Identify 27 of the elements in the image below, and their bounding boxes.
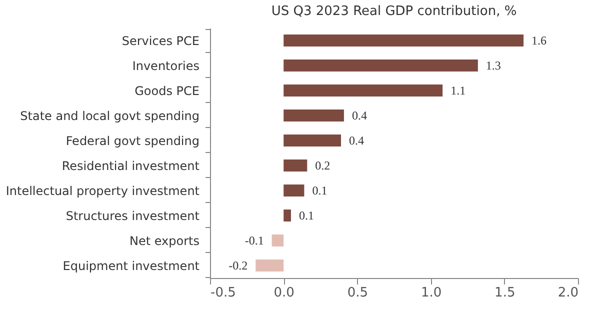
y-tick-label: Equipment investment	[62, 259, 200, 273]
y-tick-label: Services PCE	[122, 34, 200, 48]
chart-title: US Q3 2023 Real GDP contribution, %	[271, 4, 517, 19]
x-tick-label: 1.0	[420, 286, 442, 300]
y-tick-label: Goods PCE	[134, 84, 200, 98]
data-label: 1.6	[532, 34, 547, 48]
data-label: 1.1	[450, 84, 466, 98]
y-tick-label: Net exports	[129, 234, 200, 248]
data-label: 0.4	[349, 134, 364, 148]
x-tick-label: -0.5	[210, 286, 236, 300]
y-tick-label: State and local govt spending	[20, 109, 200, 123]
data-label: 1.3	[486, 58, 501, 72]
x-tick-label: 1.5	[494, 286, 516, 300]
x-tick-label: 0.0	[274, 286, 294, 300]
x-tick-label: 2.0	[558, 286, 578, 300]
y-tick-label: Intellectual property investment	[6, 184, 200, 198]
y-tick-label: Inventories	[132, 59, 200, 73]
data-label: 0.2	[315, 158, 330, 172]
y-tick-label: Structures investment	[66, 209, 200, 223]
data-label: -0.1	[244, 234, 264, 248]
x-tick-label: 0.5	[347, 286, 368, 300]
y-tick-label: Residential investment	[62, 159, 200, 173]
data-label: 0.4	[352, 108, 367, 122]
data-label: -0.2	[228, 258, 248, 272]
y-tick-label: Federal govt spending	[66, 134, 200, 148]
data-label: 0.1	[298, 208, 314, 222]
data-label: 0.1	[312, 184, 328, 198]
